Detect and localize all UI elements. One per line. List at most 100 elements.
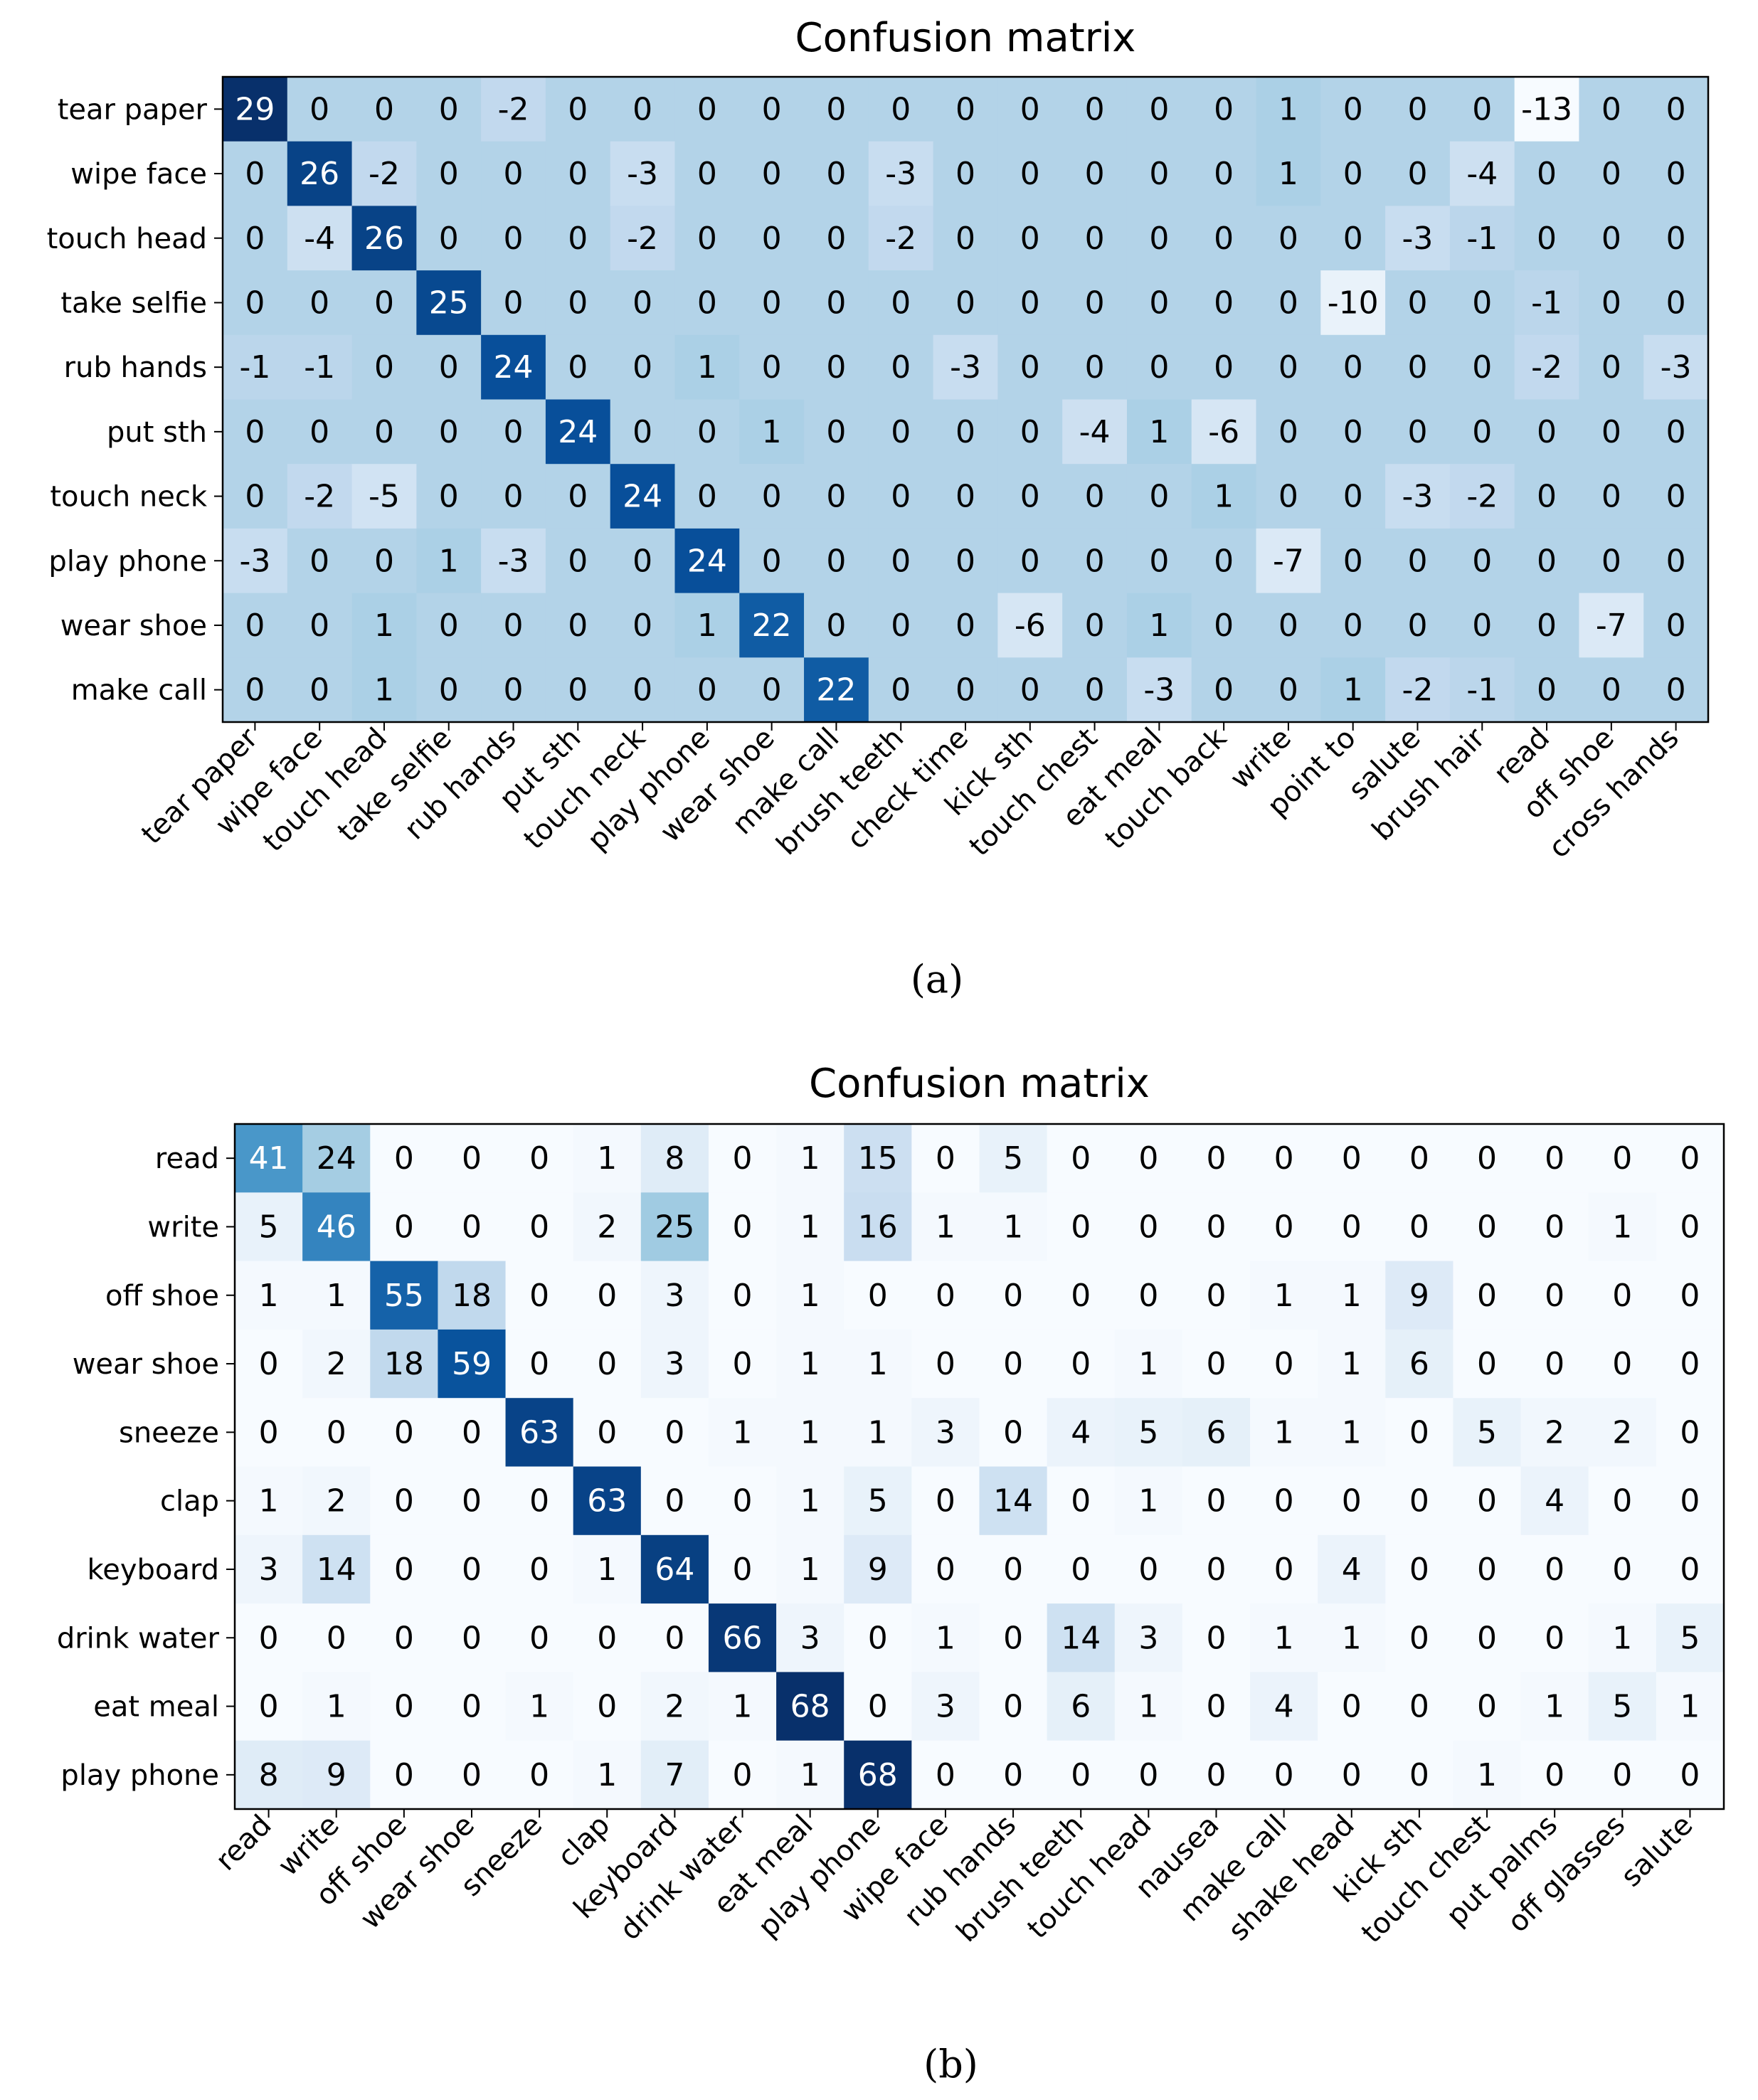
cell-value: 0 — [762, 156, 782, 192]
cell-value: 0 — [762, 349, 782, 386]
cell-value: 0 — [1214, 608, 1234, 644]
heatmap-cell — [235, 1534, 303, 1604]
cell-value: 5 — [868, 1483, 888, 1520]
heatmap-cell — [1320, 528, 1386, 594]
heatmap-cell — [776, 1466, 844, 1536]
cell-value: 0 — [891, 543, 911, 579]
heatmap-cell — [610, 77, 676, 142]
heatmap-cell — [1656, 1192, 1725, 1262]
heatmap-cell — [804, 593, 869, 658]
heatmap-cell — [997, 593, 1063, 658]
heatmap-cell — [1182, 1603, 1251, 1672]
cell-value: 0 — [394, 1757, 414, 1793]
cell-value: 59 — [452, 1346, 492, 1382]
heatmap-cell — [1126, 464, 1192, 529]
heatmap-cell — [1182, 1740, 1251, 1810]
heatmap-cell — [370, 1740, 439, 1810]
heatmap-cell — [505, 1466, 574, 1536]
cell-value: 0 — [1343, 349, 1363, 386]
cell-value: 1 — [800, 1346, 820, 1382]
heatmap-cell — [1588, 1603, 1657, 1672]
cell-value: 0 — [1343, 221, 1363, 257]
cell-value: 0 — [664, 1620, 684, 1656]
cell-value: 0 — [697, 479, 717, 515]
cell-value: 0 — [394, 1689, 414, 1725]
heatmap-cell — [674, 657, 740, 723]
cell-value: 18 — [384, 1346, 424, 1382]
cell-value: 0 — [1138, 1552, 1158, 1588]
heatmap-cell — [674, 334, 740, 401]
cell-value: 0 — [309, 414, 329, 450]
y-tick-label: touch neck — [50, 481, 208, 514]
cell-value: 0 — [826, 543, 846, 579]
heatmap-cell — [640, 1740, 709, 1810]
cell-value: 0 — [504, 672, 524, 709]
heatmap-cell — [1643, 270, 1709, 336]
cell-value: 1 — [1680, 1689, 1700, 1725]
cell-value: 0 — [1206, 1140, 1226, 1177]
cell-value: 0 — [1666, 156, 1686, 192]
cell-value: 0 — [891, 349, 911, 386]
cell-value: 0 — [245, 285, 265, 321]
cell-value: 0 — [568, 543, 588, 579]
y-tick-label: keyboard — [87, 1554, 219, 1586]
cell-value: 0 — [936, 1483, 955, 1520]
cell-value: 0 — [733, 1140, 753, 1177]
heatmap-cell — [416, 593, 482, 658]
heatmap-cell — [868, 206, 934, 271]
cell-value: 29 — [235, 91, 275, 127]
cell-value: 0 — [955, 285, 975, 321]
heatmap-cell — [287, 206, 353, 271]
heatmap-cell — [708, 1534, 777, 1604]
cell-value: 66 — [723, 1620, 763, 1656]
cell-value: 0 — [439, 479, 459, 515]
heatmap-cell — [1385, 1740, 1454, 1810]
cell-value: 3 — [664, 1346, 684, 1382]
cell-value: 0 — [1680, 1278, 1700, 1314]
heatmap-cell — [438, 1740, 507, 1810]
heatmap-cell — [1250, 1192, 1318, 1262]
cell-value: 0 — [462, 1552, 482, 1588]
cell-value: 0 — [1666, 479, 1686, 515]
heatmap-cell — [979, 1261, 1048, 1330]
cell-value: 0 — [1274, 1140, 1294, 1177]
heatmap-cell — [1062, 77, 1128, 142]
heatmap-cell — [1062, 528, 1128, 594]
cell-value: 0 — [529, 1140, 549, 1177]
heatmap-cell — [1047, 1603, 1116, 1672]
heatmap-cell — [1643, 77, 1709, 142]
cell-value: 0 — [955, 156, 975, 192]
heatmap-cell — [302, 1603, 371, 1672]
heatmap-cell — [1588, 1261, 1657, 1330]
heatmap-cell — [370, 1261, 439, 1330]
heatmap-cell — [1449, 399, 1515, 465]
heatmap-cell — [1588, 1398, 1657, 1468]
heatmap-cell — [911, 1740, 980, 1810]
heatmap-cell — [1114, 1466, 1183, 1536]
heatmap-cell — [911, 1261, 980, 1330]
heatmap-cell — [844, 1192, 912, 1262]
heatmap-cell — [1643, 141, 1709, 206]
heatmap-cell — [545, 593, 611, 658]
heatmap-cell — [1385, 141, 1451, 206]
cell-value: 0 — [1407, 414, 1427, 450]
cell-value: 0 — [1020, 285, 1040, 321]
heatmap-cell — [911, 1329, 980, 1399]
heatmap-cell — [481, 593, 546, 658]
cell-value: 0 — [1206, 1209, 1226, 1245]
cell-value: 0 — [462, 1209, 482, 1245]
heatmap-cell — [1656, 1261, 1725, 1330]
heatmap-cell — [1643, 528, 1709, 594]
cell-value: 7 — [664, 1757, 684, 1793]
cell-value: 22 — [816, 672, 856, 709]
y-tick-label: clap — [160, 1485, 219, 1518]
heatmap-cell — [776, 1534, 844, 1604]
cell-value: 64 — [655, 1552, 694, 1588]
chart-title: Confusion matrix — [809, 1061, 1150, 1107]
heatmap-cell — [1588, 1192, 1657, 1262]
heatmap-cell — [739, 334, 805, 401]
cell-value: -3 — [1143, 672, 1175, 709]
cell-value: 1 — [733, 1414, 753, 1451]
heatmap-cell — [844, 1124, 912, 1193]
heatmap-cell — [1449, 270, 1515, 336]
